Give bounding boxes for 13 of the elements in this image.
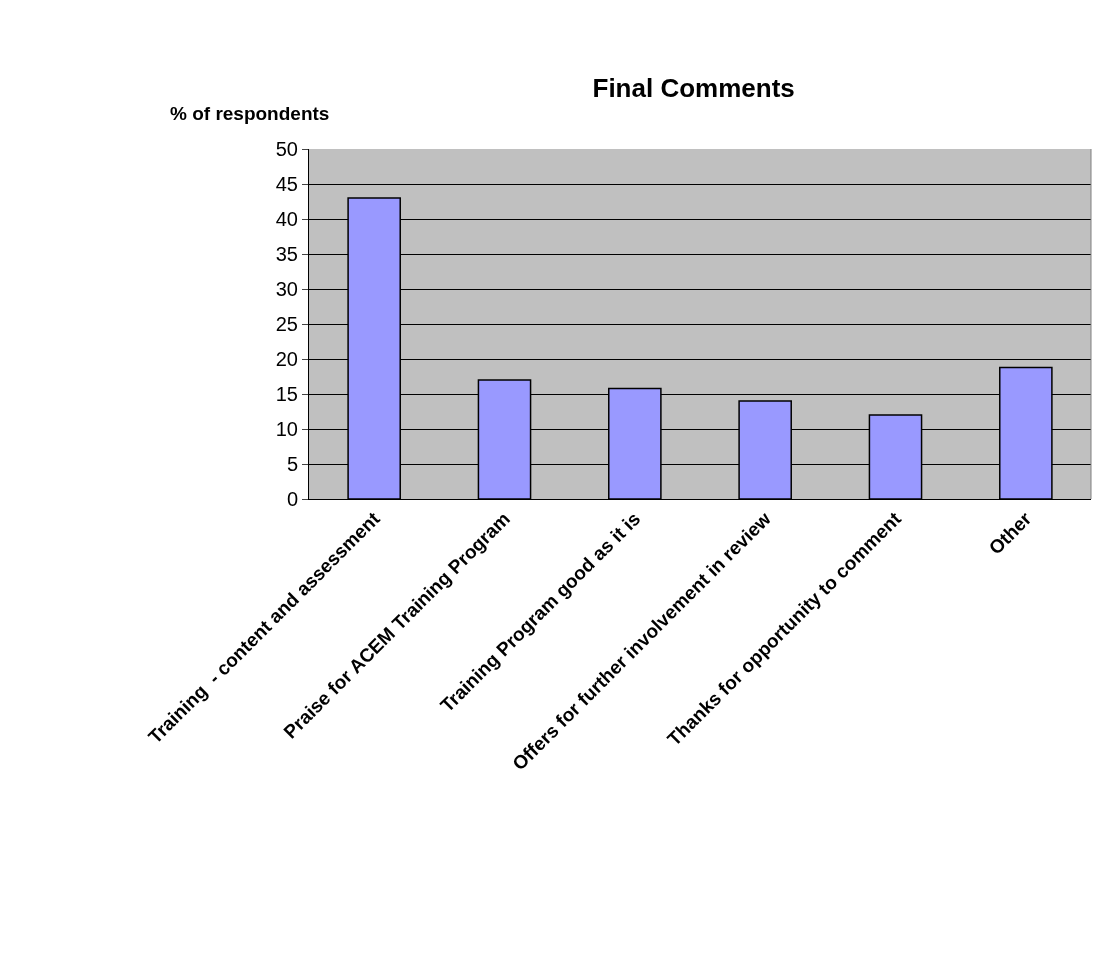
y-tick-label: 40 <box>275 208 298 230</box>
y-tick-label: 30 <box>275 278 298 300</box>
y-tick-label: 10 <box>275 418 298 440</box>
y-tick-label: 50 <box>275 138 298 160</box>
chart-title: Final Comments <box>592 73 795 104</box>
y-axis-title: % of respondents <box>170 103 330 124</box>
y-tick-label: 20 <box>275 348 298 370</box>
y-tick-label: 45 <box>275 173 298 195</box>
y-tick-label: 35 <box>275 243 298 265</box>
y-tick-label: 15 <box>275 383 298 405</box>
y-tick-label: 5 <box>286 453 298 475</box>
y-tick-label: 25 <box>275 313 298 335</box>
y-tick-label: 0 <box>286 488 298 510</box>
